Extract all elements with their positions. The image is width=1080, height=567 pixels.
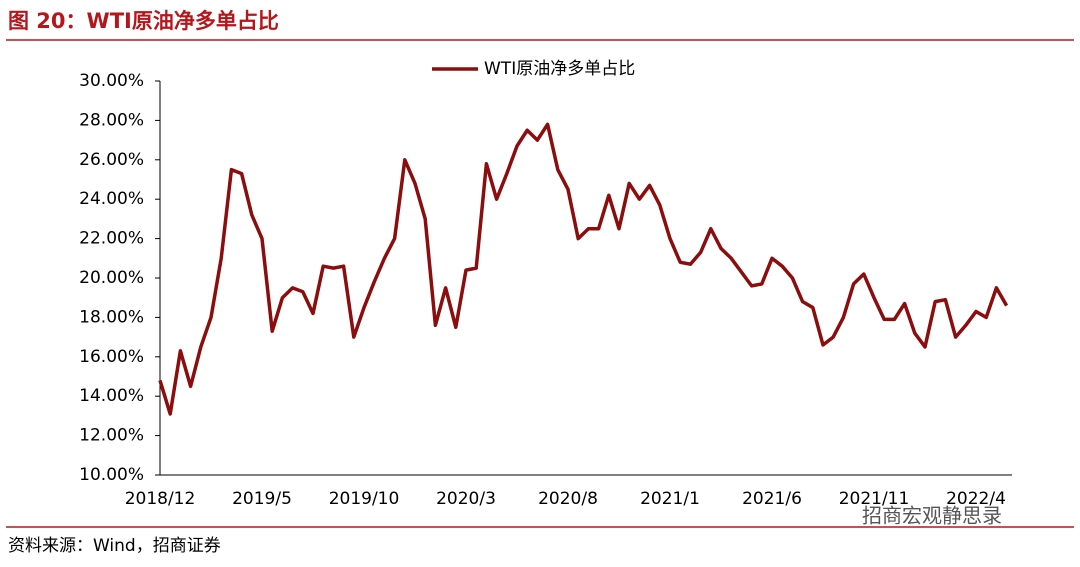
x-tick-label: 2020/3 [436,489,496,509]
y-tick-label: 28.00% [79,110,144,130]
chart-title: 图 20：WTI原油净多单占比 [8,9,279,33]
legend-label: WTI原油净多单占比 [484,59,635,79]
x-tick-label: 2021/6 [742,489,802,509]
x-tick-label: 2020/8 [538,489,598,509]
watermark: 招商宏观静思录 [862,504,1002,528]
y-tick-label: 26.00% [79,150,144,170]
y-tick-label: 18.00% [79,307,144,327]
y-tick-label: 14.00% [79,386,144,406]
x-tick-label: 2021/11 [839,489,910,509]
line-series [158,122,1009,416]
x-tick-label: 2022/4 [946,489,1006,509]
y-tick-label: 16.00% [79,347,144,367]
y-tick-label: 24.00% [79,189,144,209]
y-tick-label: 30.00% [79,71,144,91]
y-tick-label: 22.00% [79,229,144,249]
source: 资料来源：Wind，招商证券 [8,536,221,556]
x-tick-label: 2019/5 [232,489,292,509]
y-tick-label: 20.00% [79,268,144,288]
y-tick-label: 10.00% [79,465,144,485]
x-tick-label: 2021/1 [640,489,700,509]
x-tick-label: 2019/10 [329,489,400,509]
x-tick-label: 2018/12 [125,489,196,509]
y-tick-label: 12.00% [79,426,144,446]
